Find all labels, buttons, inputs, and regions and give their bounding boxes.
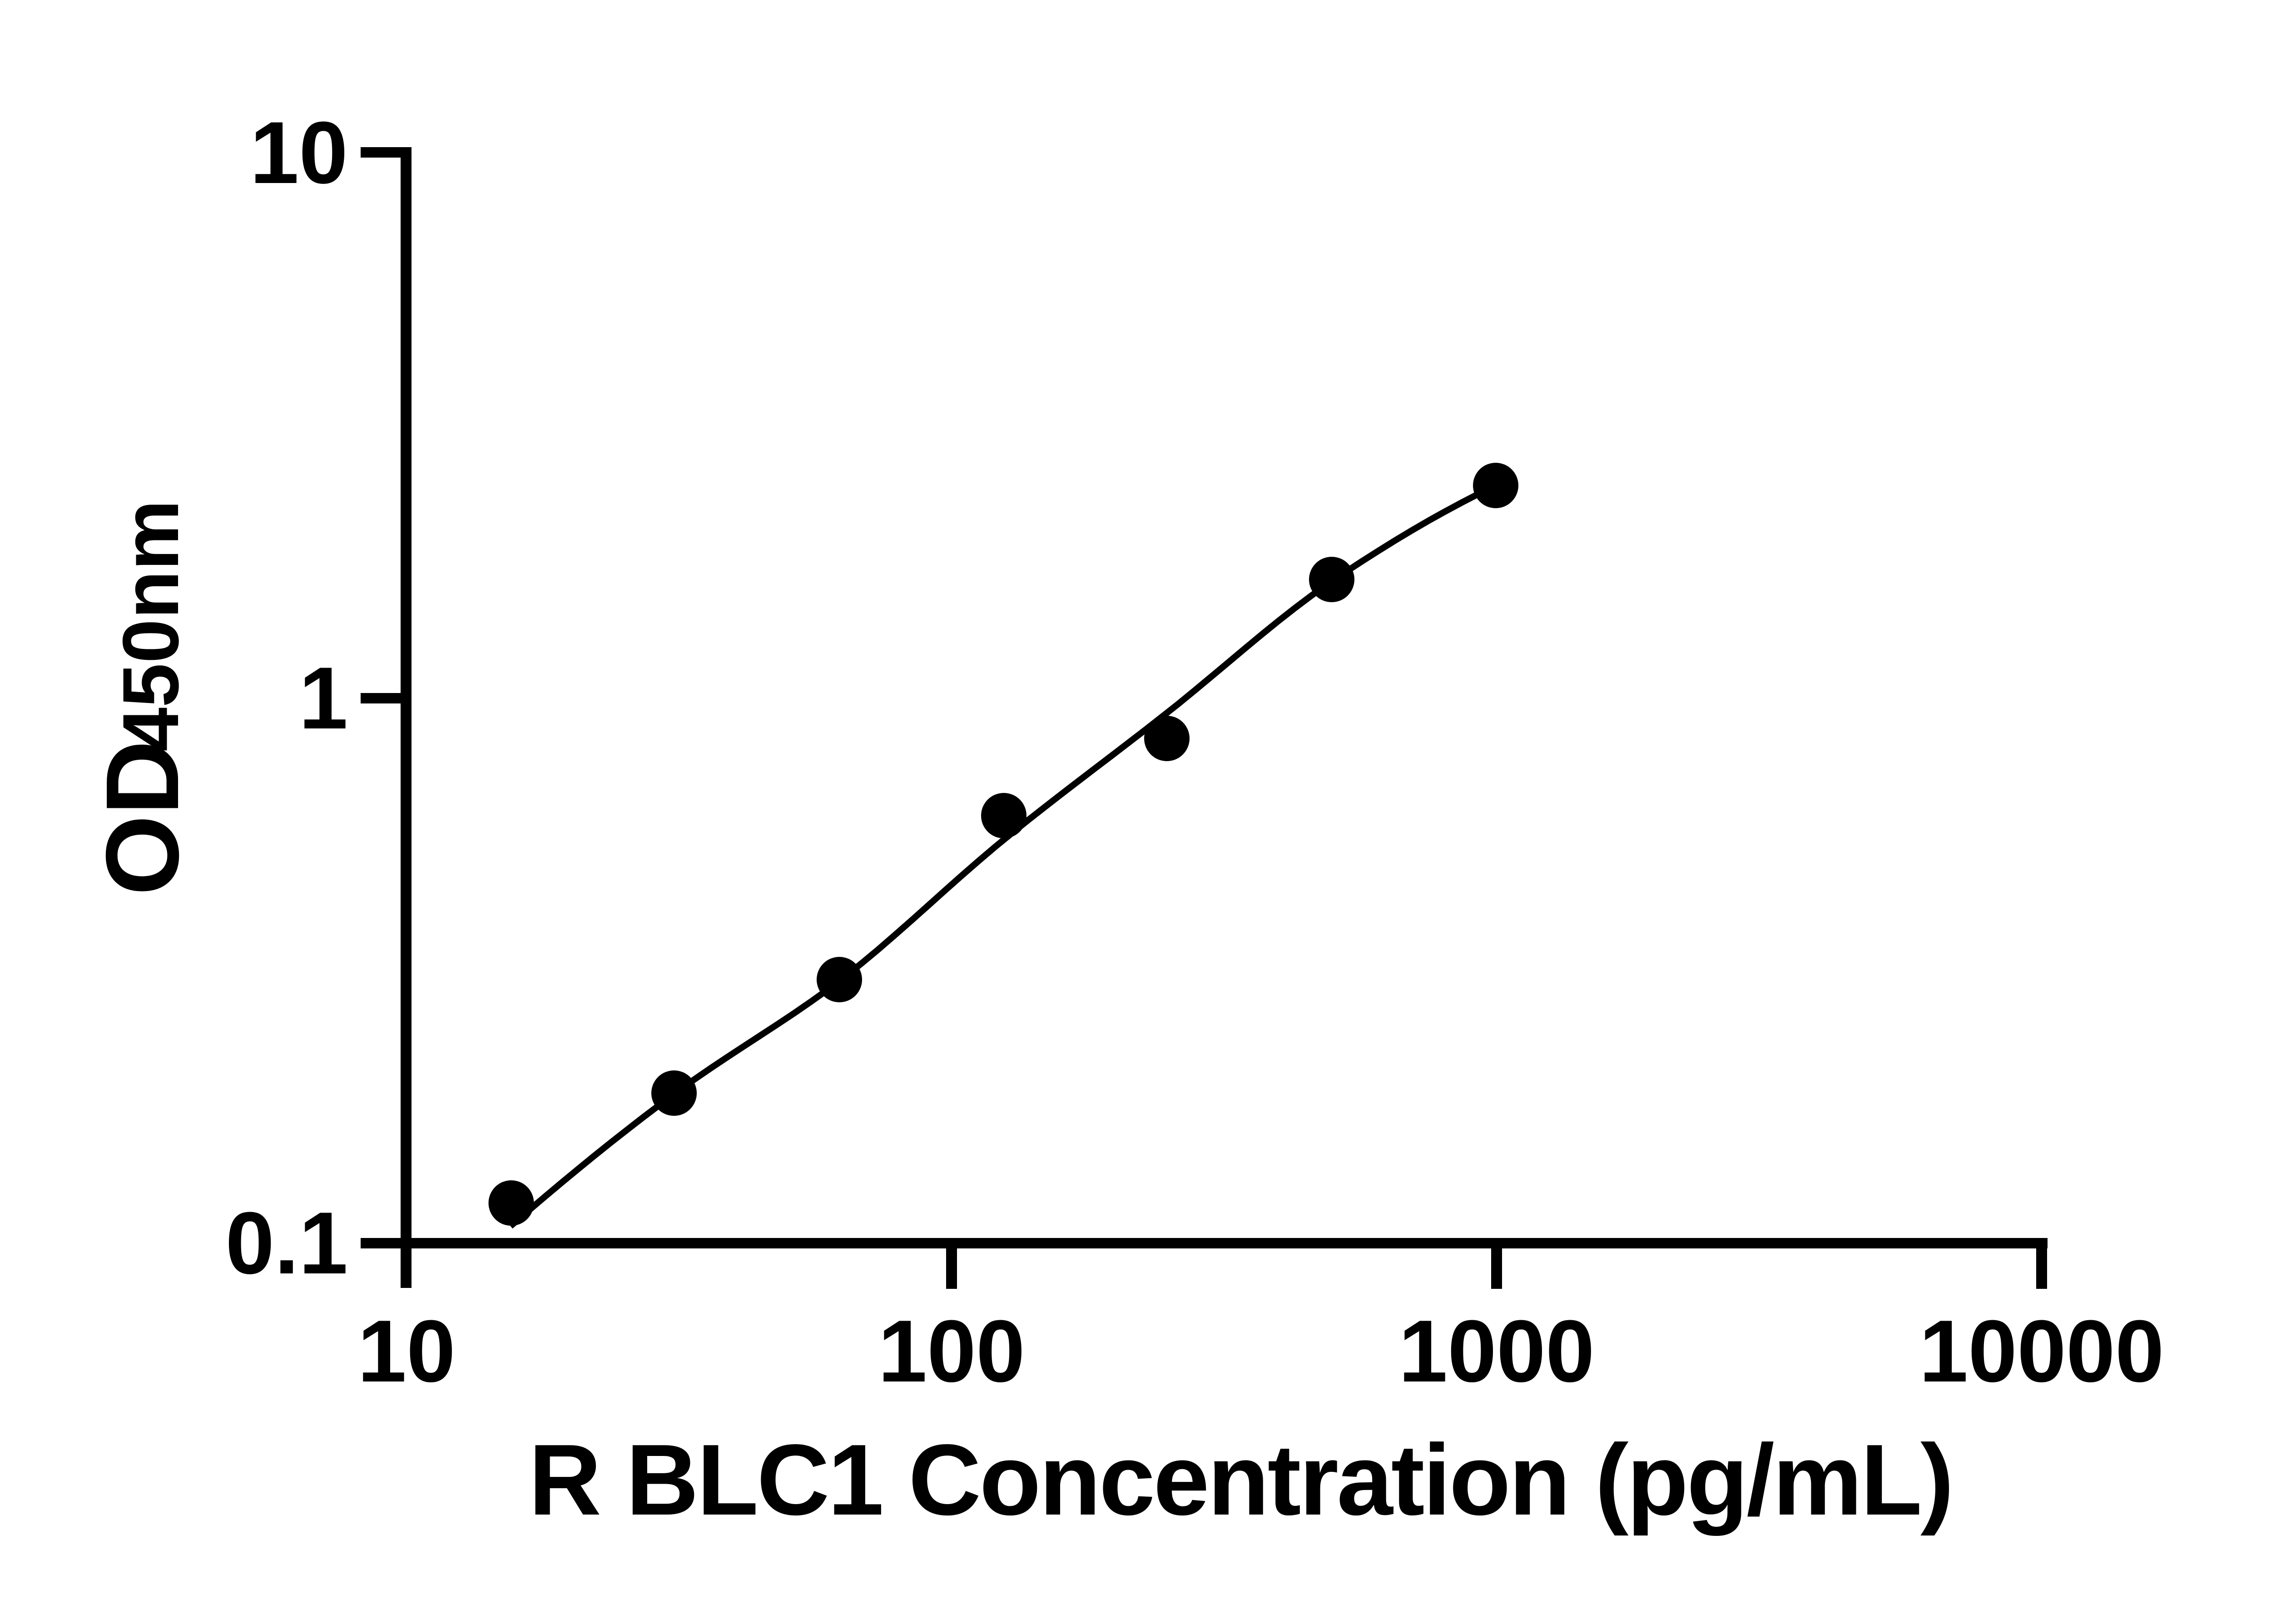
- svg-text:10: 10: [250, 104, 348, 202]
- svg-text:10: 10: [357, 1302, 456, 1401]
- svg-text:10000: 10000: [1919, 1302, 2164, 1401]
- svg-text:100: 100: [878, 1302, 1025, 1401]
- svg-text:1: 1: [299, 649, 348, 748]
- svg-text:R BLC1 Concentration (pg/mL): R BLC1 Concentration (pg/mL): [529, 1424, 1952, 1536]
- svg-text:1000: 1000: [1398, 1302, 1595, 1401]
- svg-text:0.1: 0.1: [225, 1194, 348, 1292]
